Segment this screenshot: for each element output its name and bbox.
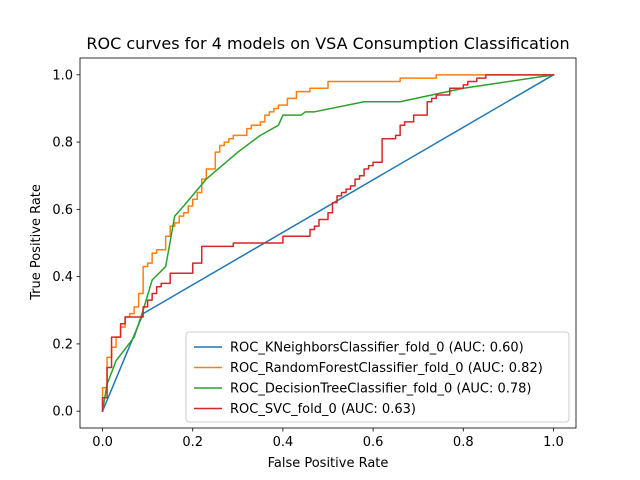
legend-label-0: ROC_KNeighborsClassifier_fold_0 (AUC: 0.… [230, 341, 524, 356]
x-tick-label: 0.4 [273, 435, 294, 450]
y-tick-label: 0.6 [52, 203, 73, 218]
x-axis-label: False Positive Rate [268, 456, 389, 471]
legend-label-3: ROC_SVC_fold_0 (AUC: 0.63) [230, 402, 416, 417]
x-tick-label: 0.2 [182, 435, 203, 450]
y-tick-label: 0.8 [52, 136, 73, 151]
series-line-1 [101, 74, 555, 412]
y-tick-label: 1.0 [52, 68, 73, 83]
plot-area: 0.0 0.2 0.4 0.6 0.8 1.0 0.0 0.2 0.4 0.6 0.8 1.0 [52, 57, 577, 450]
chart-title: ROC curves for 4 models on VSA Consumpti… [86, 34, 569, 53]
x-tick-label: 0.0 [92, 435, 113, 450]
x-tick-label: 0.6 [363, 435, 384, 450]
legend: ROC_KNeighborsClassifier_fold_0 (AUC: 0.… [185, 331, 570, 423]
x-tick-label: 0.8 [453, 435, 474, 450]
axes-frame [79, 57, 577, 429]
legend-box [185, 331, 570, 423]
legend-label-2: ROC_DecisionTreeClassifier_fold_0 (AUC: … [230, 382, 532, 397]
y-tick-label: 0.4 [52, 270, 73, 285]
y-tick-label: 0.0 [52, 405, 73, 420]
y-axis-label: True Positive Rate [29, 184, 44, 301]
series-line-2 [101, 73, 555, 413]
y-tick-label: 0.2 [52, 337, 73, 352]
x-tick-label: 1.0 [543, 435, 564, 450]
series-line-3 [101, 74, 555, 412]
legend-label-1: ROC_RandomForestClassifier_fold_0 (AUC: … [230, 361, 543, 376]
